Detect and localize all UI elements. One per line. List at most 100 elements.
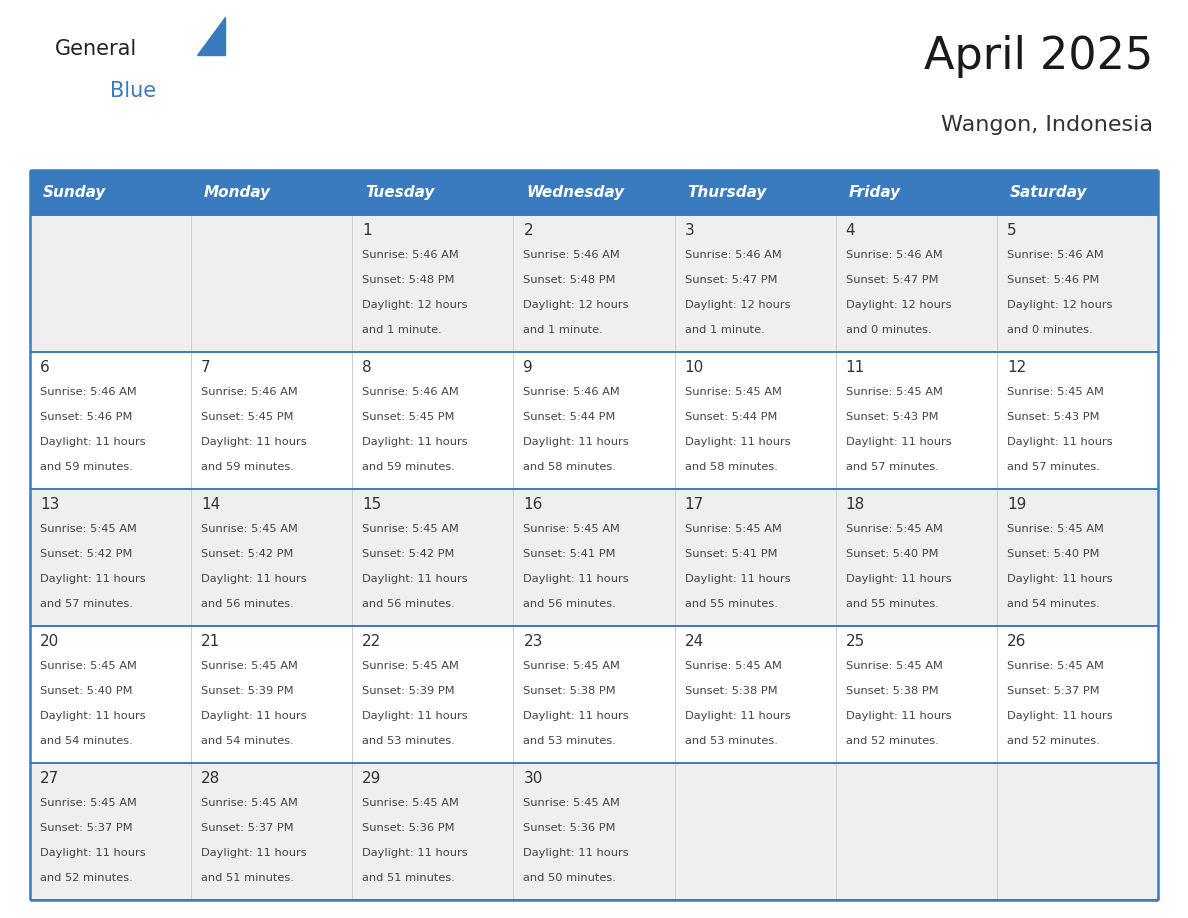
Text: Sunset: 5:48 PM: Sunset: 5:48 PM: [524, 275, 615, 285]
Text: Daylight: 11 hours: Daylight: 11 hours: [524, 574, 630, 584]
Text: Sunrise: 5:46 AM: Sunrise: 5:46 AM: [524, 250, 620, 260]
Bar: [30, 763, 1158, 900]
Text: and 57 minutes.: and 57 minutes.: [40, 599, 133, 609]
Text: Sunset: 5:48 PM: Sunset: 5:48 PM: [362, 275, 455, 285]
Text: Sunset: 5:46 PM: Sunset: 5:46 PM: [40, 412, 132, 422]
Text: and 56 minutes.: and 56 minutes.: [201, 599, 293, 609]
Text: and 56 minutes.: and 56 minutes.: [524, 599, 617, 609]
Bar: [30, 626, 1158, 763]
Text: and 57 minutes.: and 57 minutes.: [846, 462, 939, 472]
Text: Sunset: 5:40 PM: Sunset: 5:40 PM: [846, 549, 939, 559]
Text: Sunrise: 5:46 AM: Sunrise: 5:46 AM: [684, 250, 782, 260]
Text: Sunrise: 5:46 AM: Sunrise: 5:46 AM: [40, 387, 137, 397]
Text: Sunset: 5:45 PM: Sunset: 5:45 PM: [362, 412, 455, 422]
Text: Sunset: 5:47 PM: Sunset: 5:47 PM: [846, 275, 939, 285]
Text: Daylight: 11 hours: Daylight: 11 hours: [684, 437, 790, 447]
Text: Daylight: 12 hours: Daylight: 12 hours: [846, 300, 952, 310]
Text: and 56 minutes.: and 56 minutes.: [362, 599, 455, 609]
Text: Daylight: 12 hours: Daylight: 12 hours: [362, 300, 468, 310]
Text: and 52 minutes.: and 52 minutes.: [40, 873, 133, 883]
Text: Sunset: 5:43 PM: Sunset: 5:43 PM: [846, 412, 939, 422]
Text: 28: 28: [201, 771, 221, 786]
Text: Sunrise: 5:45 AM: Sunrise: 5:45 AM: [684, 661, 782, 671]
Text: Daylight: 11 hours: Daylight: 11 hours: [40, 711, 146, 721]
Text: and 58 minutes.: and 58 minutes.: [684, 462, 777, 472]
Text: Daylight: 11 hours: Daylight: 11 hours: [846, 437, 952, 447]
Text: and 53 minutes.: and 53 minutes.: [362, 736, 455, 746]
Text: 11: 11: [846, 360, 865, 375]
Text: 12: 12: [1007, 360, 1026, 375]
Text: Daylight: 11 hours: Daylight: 11 hours: [362, 848, 468, 858]
Text: Sunset: 5:42 PM: Sunset: 5:42 PM: [362, 549, 455, 559]
Text: and 52 minutes.: and 52 minutes.: [846, 736, 939, 746]
Text: and 53 minutes.: and 53 minutes.: [524, 736, 617, 746]
Text: Daylight: 11 hours: Daylight: 11 hours: [362, 711, 468, 721]
Text: and 54 minutes.: and 54 minutes.: [40, 736, 133, 746]
Text: Daylight: 12 hours: Daylight: 12 hours: [524, 300, 628, 310]
Text: and 1 minute.: and 1 minute.: [524, 325, 604, 335]
Text: Sunday: Sunday: [43, 185, 107, 200]
Text: Sunrise: 5:45 AM: Sunrise: 5:45 AM: [40, 524, 137, 534]
Text: Sunset: 5:44 PM: Sunset: 5:44 PM: [524, 412, 615, 422]
Text: and 54 minutes.: and 54 minutes.: [1007, 599, 1100, 609]
Text: Sunrise: 5:45 AM: Sunrise: 5:45 AM: [524, 524, 620, 534]
Text: 4: 4: [846, 223, 855, 238]
Text: Sunrise: 5:45 AM: Sunrise: 5:45 AM: [40, 661, 137, 671]
Text: 27: 27: [40, 771, 59, 786]
Text: Daylight: 11 hours: Daylight: 11 hours: [524, 437, 630, 447]
Text: 21: 21: [201, 634, 221, 649]
Text: Daylight: 11 hours: Daylight: 11 hours: [362, 437, 468, 447]
Text: and 51 minutes.: and 51 minutes.: [201, 873, 293, 883]
Text: Sunrise: 5:45 AM: Sunrise: 5:45 AM: [362, 798, 459, 808]
Text: and 59 minutes.: and 59 minutes.: [40, 462, 133, 472]
Text: and 59 minutes.: and 59 minutes.: [362, 462, 455, 472]
Text: Sunrise: 5:46 AM: Sunrise: 5:46 AM: [201, 387, 298, 397]
Text: Sunrise: 5:45 AM: Sunrise: 5:45 AM: [846, 387, 942, 397]
Text: Sunset: 5:44 PM: Sunset: 5:44 PM: [684, 412, 777, 422]
Text: Sunset: 5:42 PM: Sunset: 5:42 PM: [40, 549, 132, 559]
Text: Sunset: 5:46 PM: Sunset: 5:46 PM: [1007, 275, 1099, 285]
Text: 24: 24: [684, 634, 703, 649]
Text: and 58 minutes.: and 58 minutes.: [524, 462, 617, 472]
Text: Sunset: 5:38 PM: Sunset: 5:38 PM: [846, 686, 939, 696]
Text: Sunrise: 5:45 AM: Sunrise: 5:45 AM: [40, 798, 137, 808]
Text: Thursday: Thursday: [688, 185, 767, 200]
Text: and 59 minutes.: and 59 minutes.: [201, 462, 293, 472]
Text: Daylight: 11 hours: Daylight: 11 hours: [684, 711, 790, 721]
Text: 19: 19: [1007, 497, 1026, 512]
Text: General: General: [55, 39, 138, 59]
Text: Sunset: 5:36 PM: Sunset: 5:36 PM: [362, 823, 455, 833]
Text: Wangon, Indonesia: Wangon, Indonesia: [941, 115, 1154, 135]
Text: Sunset: 5:38 PM: Sunset: 5:38 PM: [684, 686, 777, 696]
Polygon shape: [197, 17, 225, 55]
Text: Sunrise: 5:45 AM: Sunrise: 5:45 AM: [684, 524, 782, 534]
Text: 26: 26: [1007, 634, 1026, 649]
Text: Saturday: Saturday: [1010, 185, 1087, 200]
Text: Sunset: 5:37 PM: Sunset: 5:37 PM: [201, 823, 293, 833]
Text: Sunset: 5:40 PM: Sunset: 5:40 PM: [40, 686, 133, 696]
Text: 17: 17: [684, 497, 703, 512]
Text: Daylight: 11 hours: Daylight: 11 hours: [1007, 437, 1112, 447]
Text: Daylight: 11 hours: Daylight: 11 hours: [524, 848, 630, 858]
Text: 20: 20: [40, 634, 59, 649]
Text: April 2025: April 2025: [924, 35, 1154, 78]
Text: 29: 29: [362, 771, 381, 786]
Text: Sunset: 5:36 PM: Sunset: 5:36 PM: [524, 823, 615, 833]
Text: Daylight: 11 hours: Daylight: 11 hours: [201, 711, 307, 721]
Bar: [30, 489, 1158, 626]
Text: Sunrise: 5:45 AM: Sunrise: 5:45 AM: [684, 387, 782, 397]
Text: Tuesday: Tuesday: [365, 185, 435, 200]
Bar: [30, 352, 1158, 489]
Text: Monday: Monday: [204, 185, 271, 200]
Text: Sunrise: 5:45 AM: Sunrise: 5:45 AM: [362, 524, 459, 534]
Text: 2: 2: [524, 223, 533, 238]
Text: 6: 6: [40, 360, 50, 375]
Text: Daylight: 11 hours: Daylight: 11 hours: [40, 574, 146, 584]
Text: Sunset: 5:39 PM: Sunset: 5:39 PM: [201, 686, 293, 696]
Text: and 52 minutes.: and 52 minutes.: [1007, 736, 1100, 746]
Text: Daylight: 12 hours: Daylight: 12 hours: [684, 300, 790, 310]
Text: and 1 minute.: and 1 minute.: [362, 325, 442, 335]
Text: 1: 1: [362, 223, 372, 238]
Text: 5: 5: [1007, 223, 1017, 238]
Text: Sunset: 5:38 PM: Sunset: 5:38 PM: [524, 686, 617, 696]
